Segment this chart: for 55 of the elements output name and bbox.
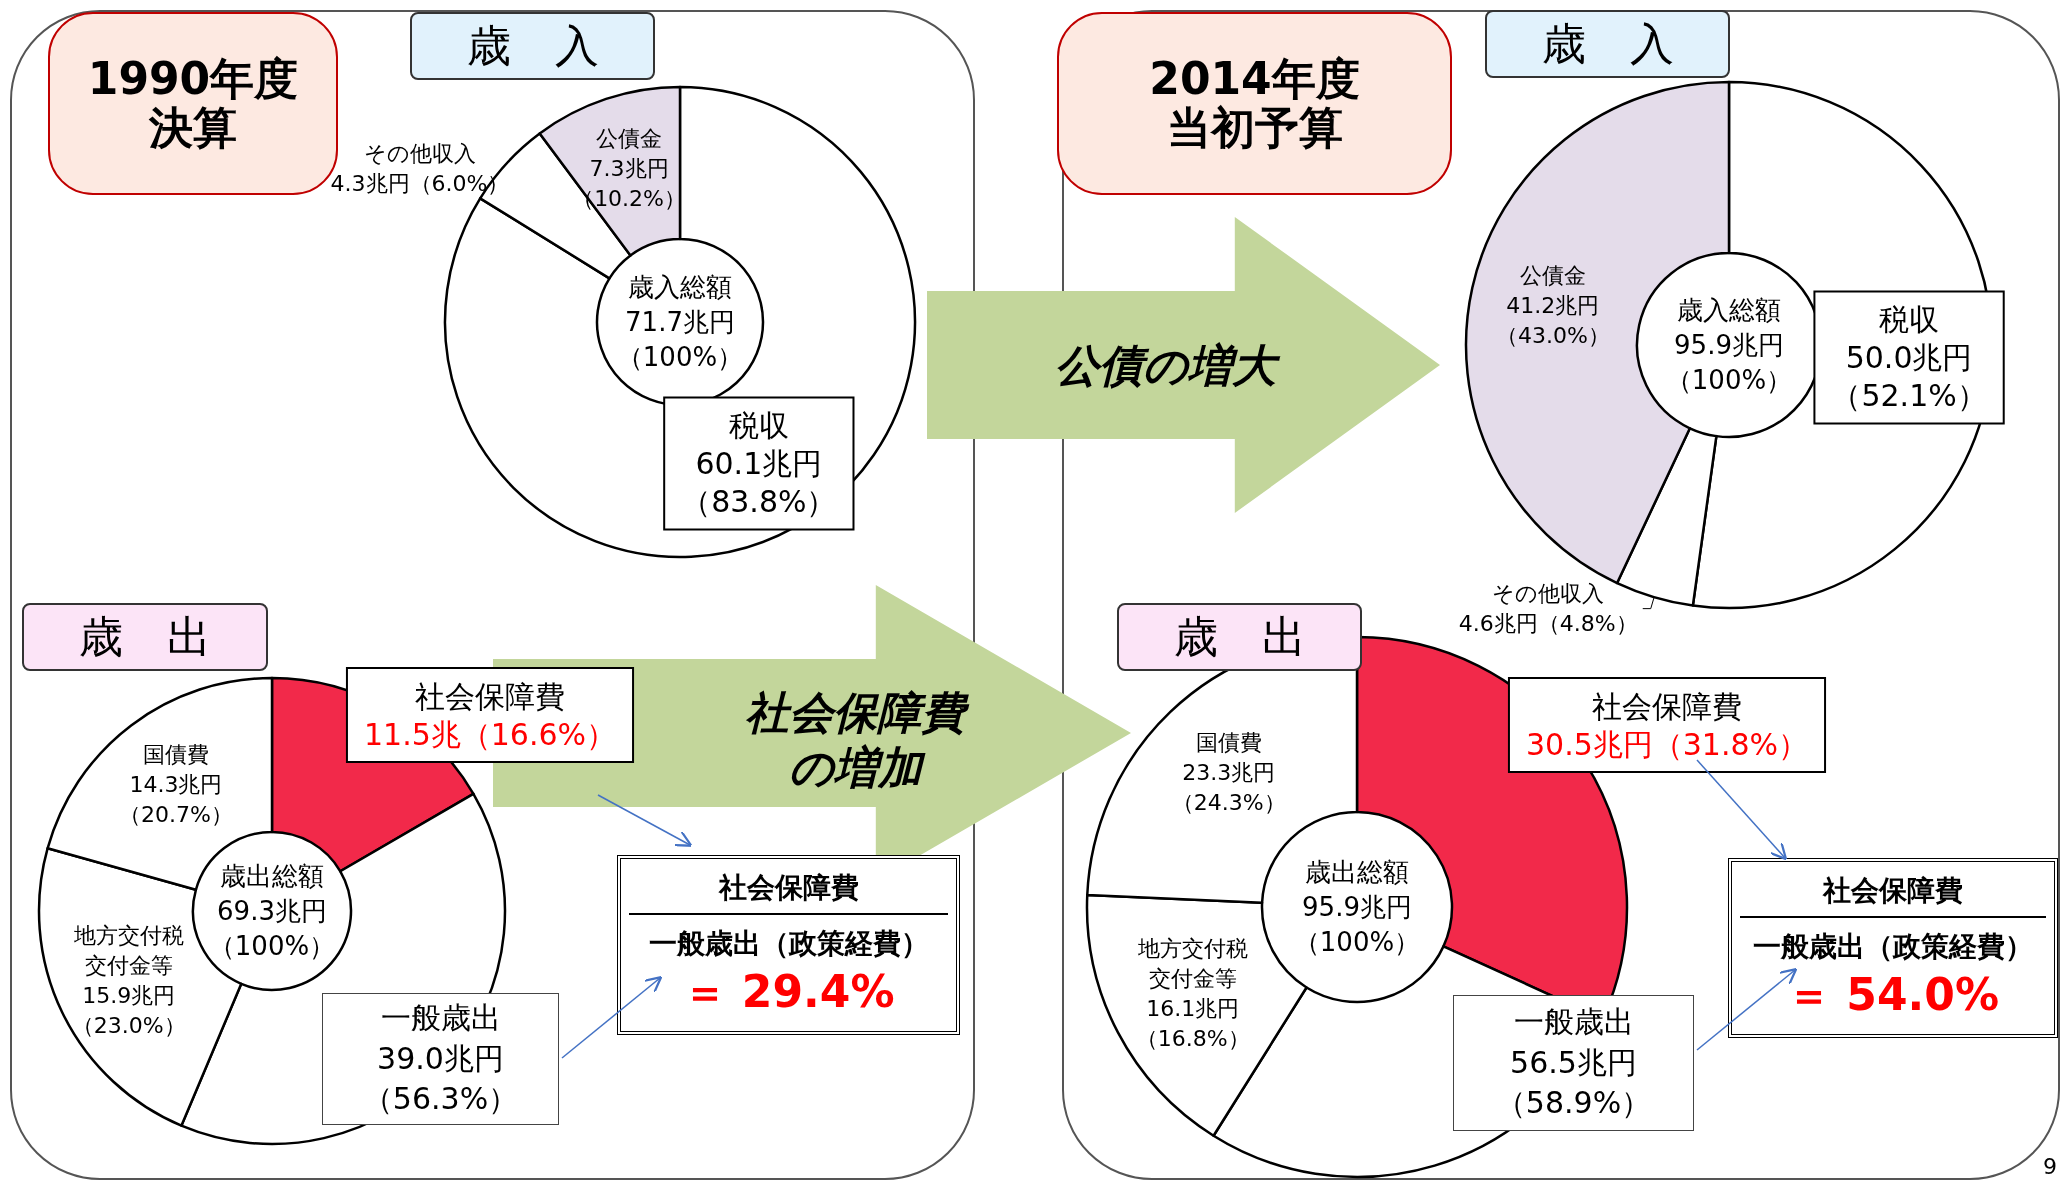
- slice-label: 社会保障費: [415, 678, 565, 714]
- text: 歳入総額: [628, 270, 732, 304]
- data-label: 11.5兆（16.6%）: [363, 716, 617, 752]
- text: 歳出総額: [220, 859, 324, 893]
- slice-label: 公債金: [596, 125, 663, 151]
- slice-label: 国債費: [1195, 730, 1262, 756]
- chart-title: 歳 出: [1117, 603, 1362, 671]
- chart-subtitle: 1990年度決算: [86, 53, 300, 153]
- text: 一般歳出: [1512, 1003, 1635, 1042]
- text: （56.3%）: [361, 1080, 520, 1119]
- slice-label: 国債費: [142, 741, 209, 767]
- slice-label: 社会保障費: [1740, 871, 2046, 918]
- data-label: 15.9兆円（23.0%）: [71, 982, 186, 1038]
- data-label: 14.3兆円（20.7%）: [118, 771, 233, 827]
- text: （100%）: [1665, 363, 1793, 397]
- slice-label: 公債金: [1519, 263, 1586, 289]
- data-label: 23.3兆円（24.3%）: [1171, 760, 1286, 816]
- data-label: 4.6兆円（4.8%）: [1458, 611, 1638, 637]
- text: 一般歳出（政策経費）: [647, 925, 930, 962]
- data-label: 60.1兆円（83.8%）: [681, 446, 837, 520]
- data-label: 41.2兆円（43.0%）: [1495, 293, 1610, 349]
- text: 39.0兆円: [376, 1039, 505, 1078]
- data-label: 30.5兆円（31.8%）: [1525, 726, 1809, 762]
- text: 69.3兆円: [217, 894, 327, 928]
- text: 71.7兆円: [625, 305, 735, 339]
- slice-label: 地方交付税交付金等: [1136, 935, 1248, 991]
- text: 社会保障費の増加: [744, 686, 971, 795]
- text: 公債の増大: [1053, 338, 1282, 393]
- text: 一般歳出（政策経費）: [1752, 928, 2034, 965]
- text: ＝ 29.4%: [681, 964, 896, 1019]
- slice-label: その他収入: [364, 140, 476, 166]
- slice-label: 社会保障費: [1592, 688, 1742, 724]
- chart-title: 歳 入: [410, 12, 655, 80]
- text: ＝ 54.0%: [1786, 967, 2000, 1022]
- text: 一般歳出: [379, 999, 502, 1038]
- slice-label: 税収: [1879, 301, 1940, 337]
- text: 歳入総額: [1677, 293, 1781, 327]
- slice-label: 税収: [728, 408, 789, 444]
- data-label: 16.1兆円（16.8%）: [1135, 995, 1250, 1051]
- text: 社会保障費: [629, 868, 948, 915]
- text: （58.9%）: [1494, 1084, 1653, 1123]
- chart-title: 歳 入: [1485, 10, 1730, 78]
- chart-title: 歳 出: [22, 603, 268, 671]
- chart-subtitle: 2014年度当初予算: [1148, 53, 1361, 153]
- text: （100%）: [1293, 925, 1421, 959]
- text: （100%）: [616, 340, 744, 374]
- text: 9: [2043, 1153, 2057, 1179]
- text: 95.9兆円: [1674, 328, 1784, 362]
- text: 56.5兆円: [1509, 1043, 1638, 1082]
- slice-label: その他収入: [1492, 581, 1605, 607]
- text: 95.9兆円: [1302, 890, 1412, 924]
- text: 歳出総額: [1305, 855, 1409, 889]
- text: （100%）: [208, 929, 336, 963]
- slice-label: 地方交付税交付金等: [72, 922, 184, 978]
- data-label: 50.0兆円（52.1%）: [1831, 339, 1987, 413]
